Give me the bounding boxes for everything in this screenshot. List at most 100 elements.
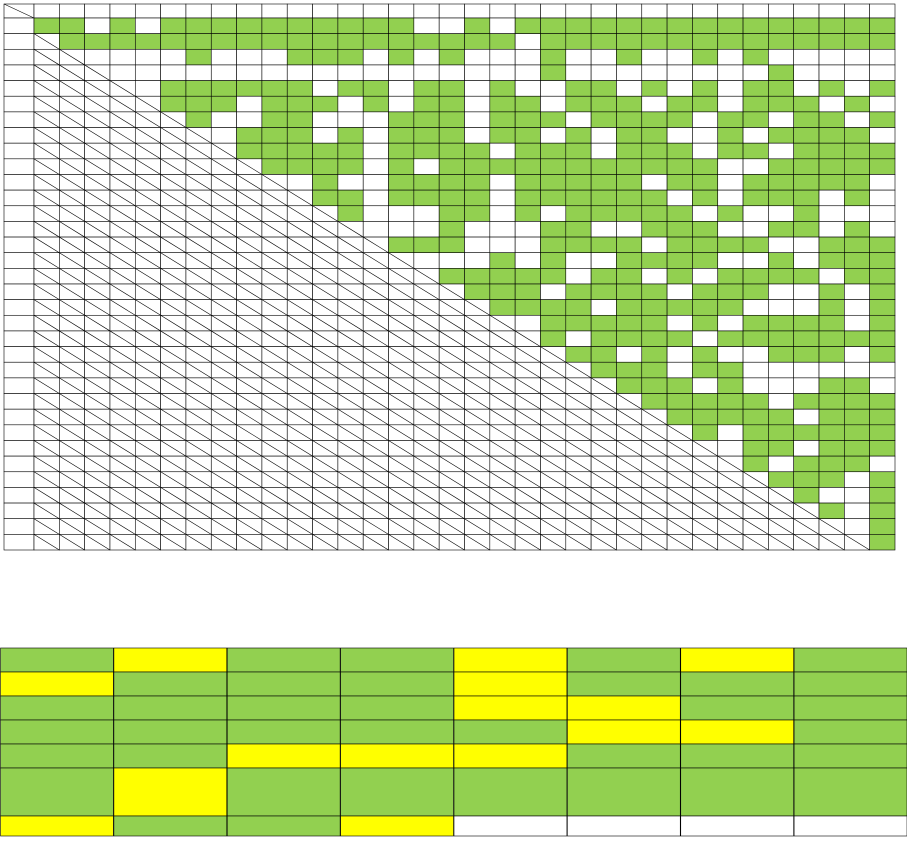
hatch-line <box>109 95 136 113</box>
hatch-line <box>540 440 566 457</box>
hatch-line <box>337 268 364 285</box>
cell <box>742 299 769 316</box>
hatch-line <box>236 408 263 426</box>
cell <box>210 127 237 144</box>
cell <box>413 17 440 34</box>
hatch-line <box>717 471 744 488</box>
cell <box>438 252 465 269</box>
cell <box>286 95 313 113</box>
header-cell <box>768 3 795 19</box>
hatch-line <box>590 487 617 504</box>
hatch-line <box>692 502 718 519</box>
header-cell <box>565 3 592 19</box>
cell <box>869 424 896 441</box>
hatch-line <box>287 408 313 426</box>
cell <box>489 268 516 285</box>
hatch-line <box>211 142 237 160</box>
header-cell <box>742 3 769 19</box>
cell <box>692 361 719 379</box>
hatch-line <box>590 440 617 457</box>
hatch-line <box>33 80 60 97</box>
cell <box>489 95 516 113</box>
cell <box>742 64 769 81</box>
cell <box>590 330 617 347</box>
hatch-line <box>33 393 60 410</box>
hatch-line <box>261 346 288 363</box>
cell <box>464 158 491 175</box>
cell <box>261 95 288 113</box>
cell <box>362 80 389 97</box>
cell <box>464 80 491 97</box>
cell <box>438 111 465 128</box>
cell <box>337 158 364 175</box>
cell <box>134 64 161 81</box>
cell <box>818 440 845 457</box>
hatch-line <box>514 361 541 379</box>
cell <box>692 393 719 410</box>
hatch-line <box>185 236 212 253</box>
header-cell <box>337 3 364 19</box>
hatch-line <box>337 330 364 347</box>
cell <box>565 205 592 222</box>
label-cell <box>3 534 35 551</box>
cell <box>185 95 212 113</box>
cell <box>768 205 795 222</box>
hatch-line <box>33 49 60 66</box>
cell <box>185 33 212 50</box>
hatch-line <box>413 330 440 347</box>
cell <box>818 221 845 238</box>
cell <box>869 142 896 160</box>
cell <box>438 174 465 191</box>
cell <box>869 299 896 316</box>
hatch-line <box>261 408 288 426</box>
cell <box>818 17 845 34</box>
hatch-line <box>666 518 693 535</box>
cell <box>641 158 668 175</box>
hatch-line <box>413 424 440 441</box>
cell <box>489 33 516 50</box>
hatch-line <box>337 252 364 269</box>
cell <box>869 440 896 457</box>
hatch-line <box>312 408 339 426</box>
cell <box>413 189 440 207</box>
hatch-line <box>464 455 490 473</box>
hatch-line <box>565 361 592 379</box>
cell <box>793 221 820 238</box>
hatch-line <box>135 346 161 363</box>
cell <box>742 80 769 97</box>
cell <box>717 299 744 316</box>
cell <box>337 64 364 81</box>
header-cell <box>84 3 111 19</box>
hatch-line <box>514 393 541 410</box>
table-cell <box>340 815 454 837</box>
hatch-line <box>692 487 718 504</box>
table-cell <box>567 743 681 769</box>
cell <box>793 408 820 426</box>
cell <box>717 393 744 410</box>
hatch-line <box>84 127 111 144</box>
header-cell <box>641 3 668 19</box>
cell <box>869 346 896 363</box>
hatch-line <box>312 518 339 535</box>
hatch-line <box>135 142 161 160</box>
cell <box>210 95 237 113</box>
cell <box>489 205 516 222</box>
cell <box>185 80 212 97</box>
cell <box>818 48 845 66</box>
cell <box>742 314 769 332</box>
hatch-line <box>312 455 339 473</box>
cell <box>692 80 719 97</box>
hatch-line <box>464 377 490 394</box>
cell <box>413 111 440 128</box>
label-cell <box>3 80 35 97</box>
hatch-line <box>33 64 60 81</box>
hatch-line <box>439 534 465 551</box>
hatch-line <box>59 268 85 285</box>
cell <box>413 48 440 66</box>
cell <box>362 221 389 238</box>
hatch-line <box>312 221 339 238</box>
hatch-line <box>236 346 263 363</box>
hatch-line <box>135 455 161 473</box>
hatch-line <box>185 189 212 207</box>
cell <box>793 268 820 285</box>
